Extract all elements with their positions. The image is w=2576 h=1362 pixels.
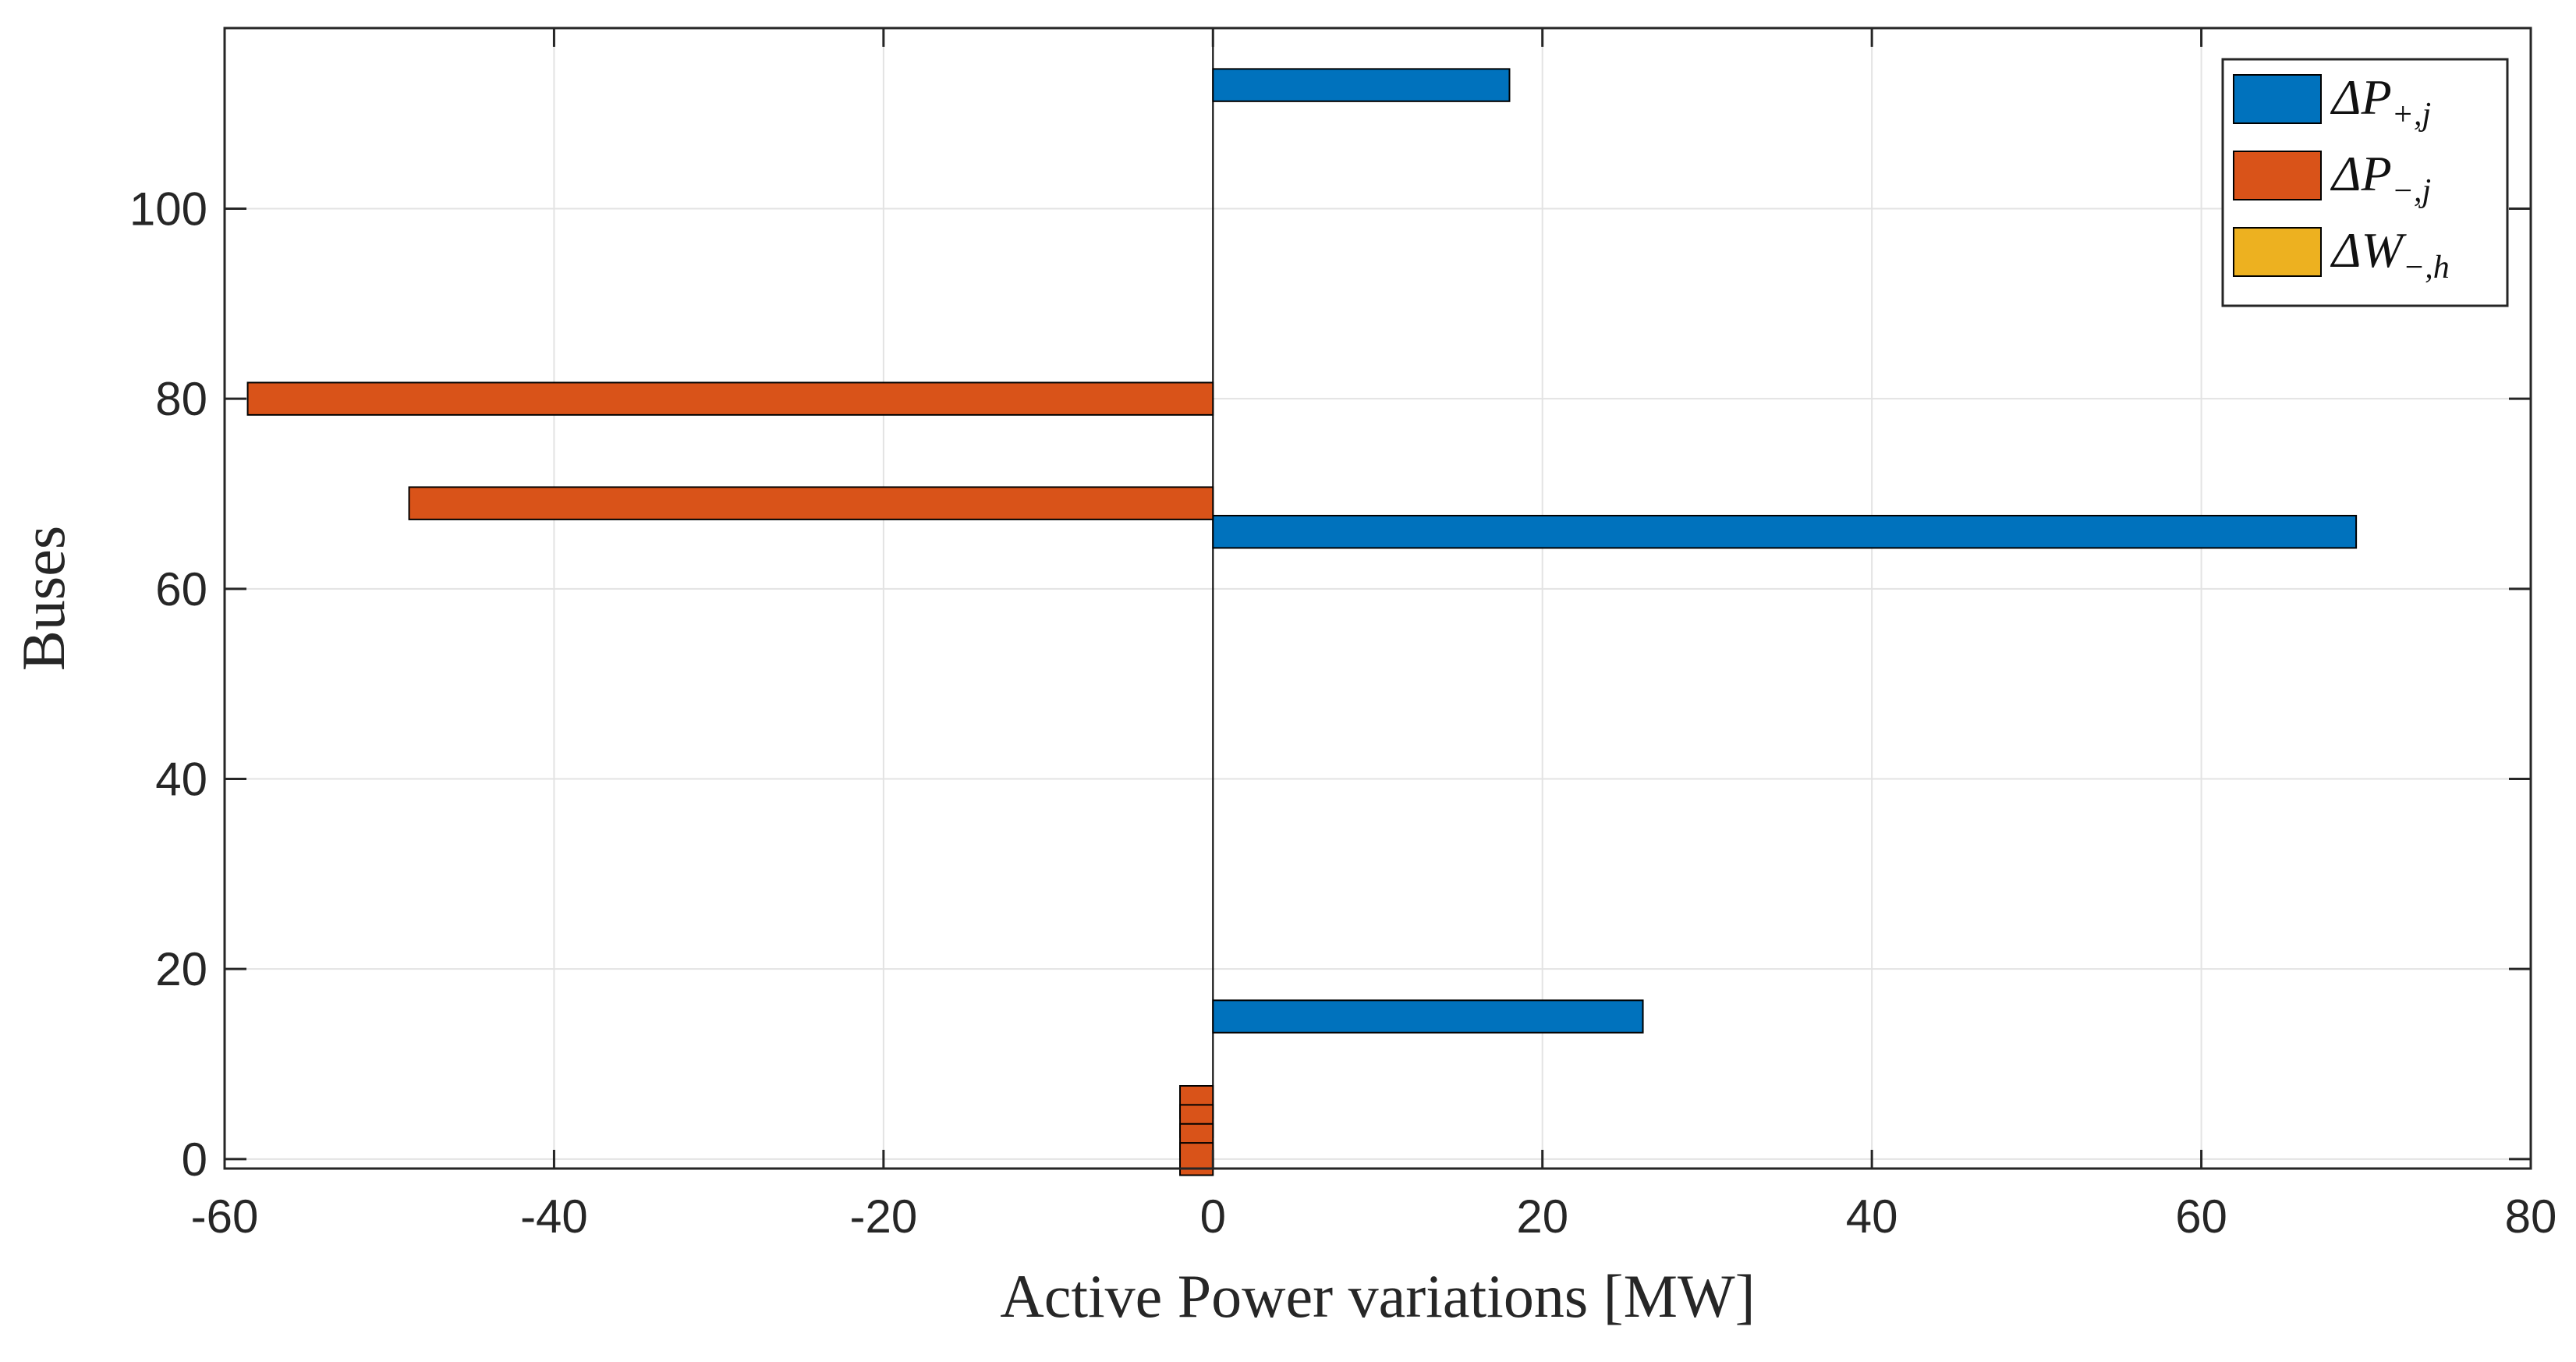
x-axis-label: Active Power variations [MW] [1000,1262,1755,1330]
x-tick-label: -60 [191,1190,259,1243]
x-tick-labels: -60 -40 -20 0 20 40 60 80 [191,1190,2557,1243]
bar [1212,68,1511,102]
legend-entry: ΔP−,j [2330,146,2431,209]
y-tick-label: 0 [182,1133,207,1186]
x-tick-label: -20 [849,1190,917,1243]
y-tick-label: 60 [155,563,207,615]
legend-swatch [2233,74,2322,124]
x-tick-label: 60 [2175,1190,2227,1243]
bar [1212,999,1644,1034]
legend-subscript: −,h [2403,250,2450,286]
bars-group [246,68,2358,1176]
legend-swatch [2233,151,2322,200]
y-axis-label: Buses [9,526,77,671]
legend-entry: ΔW−,h [2330,222,2450,286]
bar [408,486,1214,520]
y-tick-label: 80 [155,373,207,425]
y-tick-label: 20 [155,943,207,995]
bar [1212,515,2358,549]
bar [1179,1142,1214,1176]
x-tick-label: 40 [1846,1190,1898,1243]
y-tick-label: 40 [155,753,207,805]
legend-entry: ΔP+,j [2330,69,2431,133]
legend-symbol: ΔP [2330,69,2392,125]
x-tick-label: 80 [2505,1190,2557,1243]
x-tick-label: 20 [1516,1190,1568,1243]
legend-subscript: −,j [2392,173,2432,209]
axis-ticks [223,28,2532,1169]
y-grid-lines [225,207,2531,1160]
legend-symbol: ΔP [2330,146,2392,201]
legend-swatch [2233,227,2322,277]
bar [246,381,1214,416]
x-tick-label: -40 [520,1190,588,1243]
plot-frame [223,27,2532,1170]
legend-symbol: ΔW [2330,222,2408,278]
legend: ΔP+,jΔP−,jΔW−,h [2221,58,2509,307]
y-tick-labels: 0 20 40 60 80 100 [129,183,207,1185]
x-tick-label: 0 [1200,1190,1226,1243]
plot-area [225,28,2531,1169]
legend-subscript: +,j [2392,97,2432,133]
y-tick-label: 100 [129,183,207,235]
